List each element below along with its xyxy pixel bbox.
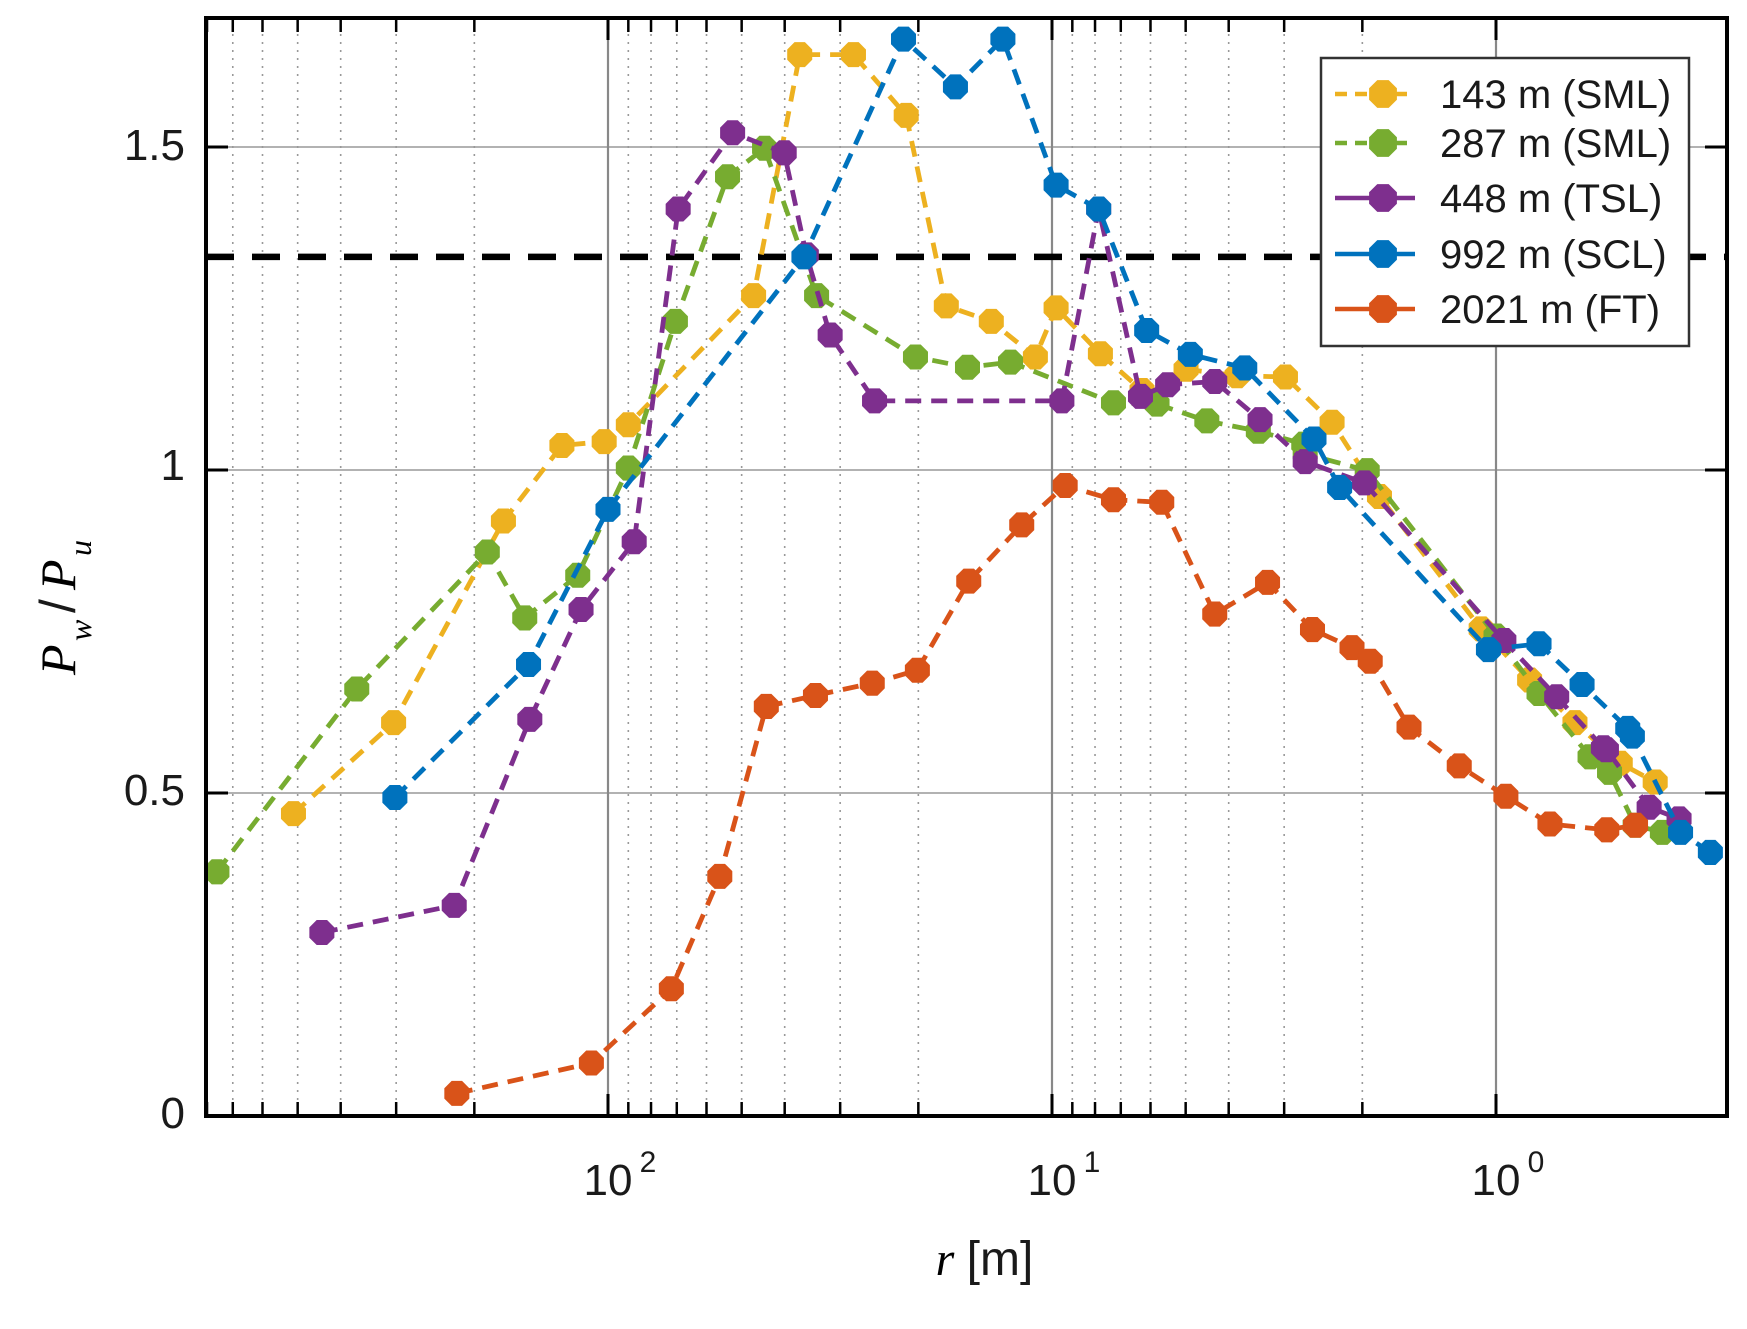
- svg-text:1: 1: [1084, 1146, 1101, 1179]
- svg-text:r: r: [936, 1233, 955, 1286]
- svg-text:/: /: [30, 599, 86, 613]
- svg-text:w: w: [62, 619, 98, 641]
- svg-text:0: 0: [161, 1089, 185, 1138]
- svg-text:287 m (SML): 287 m (SML): [1440, 122, 1671, 166]
- svg-text:P: P: [30, 559, 86, 591]
- svg-text:143 m (SML): 143 m (SML): [1440, 73, 1671, 117]
- svg-text:u: u: [62, 540, 98, 556]
- svg-text:10: 10: [1028, 1156, 1077, 1205]
- svg-text:10: 10: [1472, 1156, 1521, 1205]
- svg-text:[m]: [m]: [967, 1233, 1034, 1286]
- svg-text:448 m (TSL): 448 m (TSL): [1440, 177, 1662, 221]
- svg-text:2: 2: [640, 1146, 657, 1179]
- svg-text:2021 m (FT): 2021 m (FT): [1440, 288, 1660, 332]
- svg-text:10: 10: [584, 1156, 633, 1205]
- svg-text:992 m (SCL): 992 m (SCL): [1440, 233, 1667, 277]
- svg-text:1: 1: [161, 441, 185, 490]
- svg-text:0.5: 0.5: [124, 766, 185, 815]
- svg-text:0: 0: [1528, 1146, 1545, 1179]
- svg-text:1.5: 1.5: [124, 121, 185, 170]
- svg-text:P: P: [30, 644, 86, 676]
